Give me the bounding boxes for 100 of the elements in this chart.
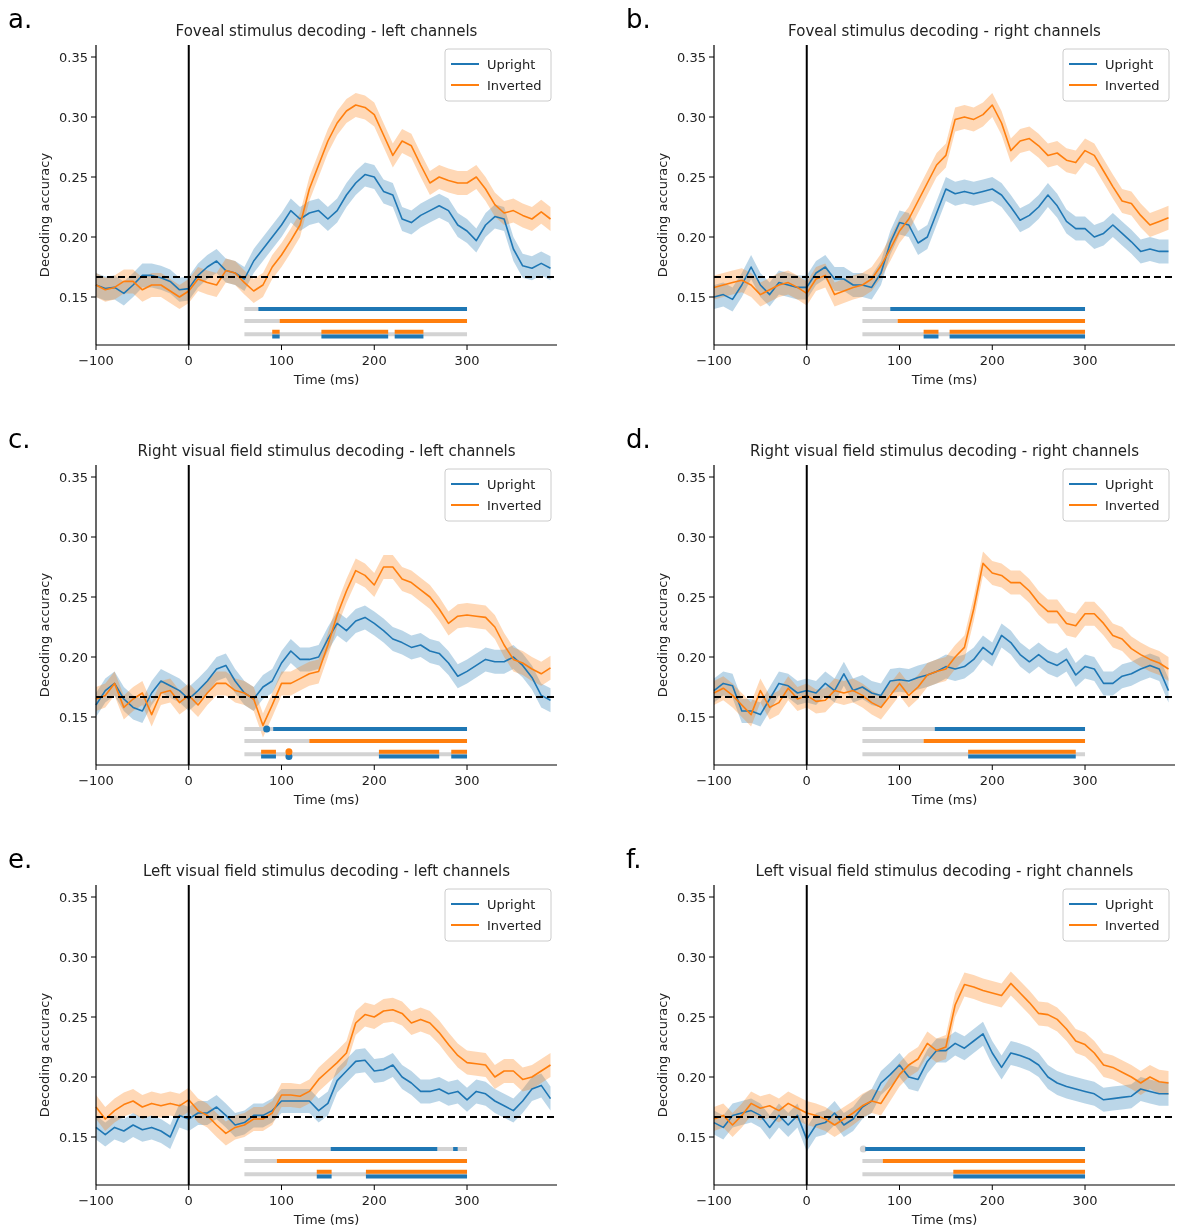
line-series	[95, 1009, 552, 1135]
x-tick-label: 300	[1072, 353, 1098, 368]
x-tick-label: −100	[696, 353, 732, 368]
x-tick-label: 100	[269, 353, 294, 368]
chart-title: Foveal stimulus decoding - left channels	[175, 22, 478, 40]
y-tick-label: 0.30	[677, 109, 706, 125]
x-tick-label: 0	[184, 1193, 193, 1208]
text: d.	[626, 424, 651, 454]
x-tick-label: 0	[184, 353, 193, 368]
y-tick-label: 0.35	[59, 49, 88, 65]
y-tick-label: 0.25	[677, 1009, 706, 1025]
x-tick-label: 300	[454, 773, 480, 788]
legend-label: Upright	[487, 477, 536, 492]
x-tick-label: −100	[78, 353, 114, 368]
y-tick-label: 0.30	[677, 949, 706, 965]
y-tick-label: 0.15	[677, 289, 706, 305]
y-tick-label: 0.30	[59, 529, 88, 545]
y-tick-label: 0.15	[59, 289, 88, 305]
y-tick-label: 0.20	[59, 1069, 88, 1085]
y-tick-label: 0.30	[677, 529, 706, 545]
y-tick-label: 0.25	[59, 589, 88, 605]
y-tick-label: 0.15	[59, 1129, 88, 1145]
legend-label: Upright	[1105, 57, 1154, 72]
x-tick-label: 100	[887, 773, 912, 788]
y-tick-label: 0.35	[677, 49, 706, 65]
y-axis-title: Decoding accuracy	[655, 572, 670, 698]
x-tick-label: 300	[1072, 773, 1098, 788]
chart-title: Left visual field stimulus decoding - left channels	[143, 862, 511, 880]
x-tick-label: −100	[78, 773, 114, 788]
y-tick-label: 0.20	[677, 649, 706, 665]
y-tick-label: 0.25	[59, 1009, 88, 1025]
y-tick-label: 0.20	[59, 649, 88, 665]
y-tick-label: 0.35	[59, 469, 88, 485]
y-tick-label: 0.25	[677, 169, 706, 185]
x-tick-label: 200	[361, 353, 387, 368]
y-tick-label: 0.15	[677, 709, 706, 725]
x-tick-label: 200	[361, 1193, 387, 1208]
x-tick-label: 0	[802, 353, 811, 368]
y-tick-label: 0.30	[59, 949, 88, 965]
y-axis-title: Decoding accuracy	[37, 992, 52, 1118]
x-tick-label: −100	[696, 1193, 732, 1208]
x-tick-label: 200	[979, 773, 1005, 788]
y-axis-title: Decoding accuracy	[37, 152, 52, 278]
y-tick-label: 0.15	[677, 1129, 706, 1145]
point	[263, 725, 271, 733]
legend-label: Upright	[487, 897, 536, 912]
x-tick-label: 0	[184, 773, 193, 788]
x-axis-title: Time (ms)	[292, 372, 360, 387]
legend-label: Upright	[1105, 897, 1154, 912]
x-tick-label: 300	[1072, 1193, 1098, 1208]
text: c.	[8, 424, 31, 454]
y-tick-label: 0.35	[677, 469, 706, 485]
point	[285, 748, 293, 756]
y-axis-title: Decoding accuracy	[655, 152, 670, 278]
line-series	[713, 634, 1170, 716]
legend-label: Inverted	[487, 918, 542, 933]
line-series	[95, 616, 552, 712]
y-tick-label: 0.25	[677, 589, 706, 605]
legend-label: Inverted	[1105, 498, 1160, 513]
y-tick-label: 0.35	[59, 889, 88, 905]
line-series	[713, 188, 1170, 301]
x-axis-title: Time (ms)	[910, 792, 978, 807]
x-tick-label: 300	[454, 353, 480, 368]
x-tick-label: 200	[361, 773, 387, 788]
x-axis-title: Time (ms)	[910, 1212, 978, 1227]
y-tick-label: 0.35	[677, 889, 706, 905]
x-tick-label: −100	[78, 1193, 114, 1208]
text: b.	[626, 4, 651, 34]
x-tick-label: −100	[696, 773, 732, 788]
x-tick-label: 100	[887, 353, 912, 368]
legend-label: Inverted	[1105, 78, 1160, 93]
y-axis-title: Decoding accuracy	[37, 572, 52, 698]
chart-title: Left visual field stimulus decoding - right channels	[755, 862, 1134, 880]
y-tick-label: 0.20	[59, 229, 88, 245]
y-tick-label: 0.15	[59, 709, 88, 725]
x-tick-label: 0	[802, 1193, 811, 1208]
x-axis-title: Time (ms)	[910, 372, 978, 387]
x-tick-label: 300	[454, 1193, 480, 1208]
line-series	[713, 1033, 1170, 1141]
x-axis-title: Time (ms)	[292, 1212, 360, 1227]
text: f.	[626, 844, 642, 874]
x-tick-label: 100	[887, 1193, 912, 1208]
legend-label: Inverted	[487, 78, 542, 93]
x-tick-label: 0	[802, 773, 811, 788]
y-tick-label: 0.20	[677, 229, 706, 245]
chart-title: Right visual field stimulus decoding - left channels	[137, 442, 516, 460]
chart-title: Right visual field stimulus decoding - right channels	[749, 442, 1140, 460]
y-axis-title: Decoding accuracy	[655, 992, 670, 1118]
legend-label: Inverted	[487, 498, 542, 513]
chart-title: Foveal stimulus decoding - right channels	[788, 22, 1102, 40]
legend-label: Upright	[1105, 477, 1154, 492]
legend-label: Inverted	[1105, 918, 1160, 933]
x-axis-title: Time (ms)	[292, 792, 360, 807]
legend-label: Upright	[487, 57, 536, 72]
text: e.	[8, 844, 33, 874]
y-tick-label: 0.30	[59, 109, 88, 125]
text: a.	[8, 4, 33, 34]
x-tick-label: 200	[979, 1193, 1005, 1208]
y-tick-label: 0.25	[59, 169, 88, 185]
y-tick-label: 0.20	[677, 1069, 706, 1085]
